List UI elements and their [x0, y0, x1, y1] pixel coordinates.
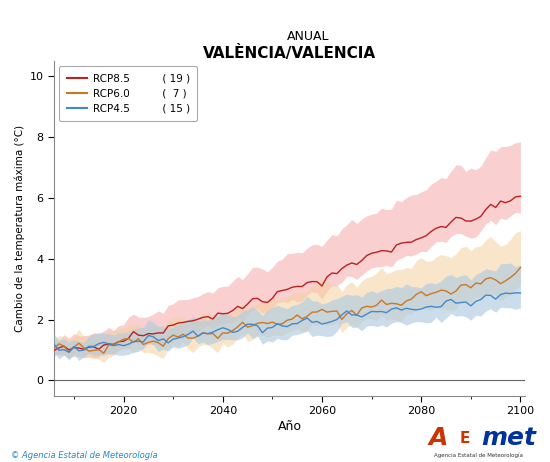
Text: met: met	[481, 426, 536, 450]
Y-axis label: Cambio de la temperatura máxima (°C): Cambio de la temperatura máxima (°C)	[15, 125, 25, 332]
Text: Agencia Estatal de Meteorología: Agencia Estatal de Meteorología	[434, 453, 524, 458]
Text: E: E	[459, 431, 470, 446]
Legend: RCP8.5          ( 19 ), RCP6.0          (  7 ), RCP4.5          ( 15 ): RCP8.5 ( 19 ), RCP6.0 ( 7 ), RCP4.5 ( 15…	[59, 66, 197, 121]
Text: ANUAL: ANUAL	[287, 30, 329, 43]
Text: © Agencia Estatal de Meteorología: © Agencia Estatal de Meteorología	[11, 451, 158, 460]
Text: A: A	[429, 426, 448, 450]
X-axis label: Año: Año	[278, 420, 302, 433]
Title: VALÈNCIA/VALENCIA: VALÈNCIA/VALENCIA	[203, 45, 376, 61]
